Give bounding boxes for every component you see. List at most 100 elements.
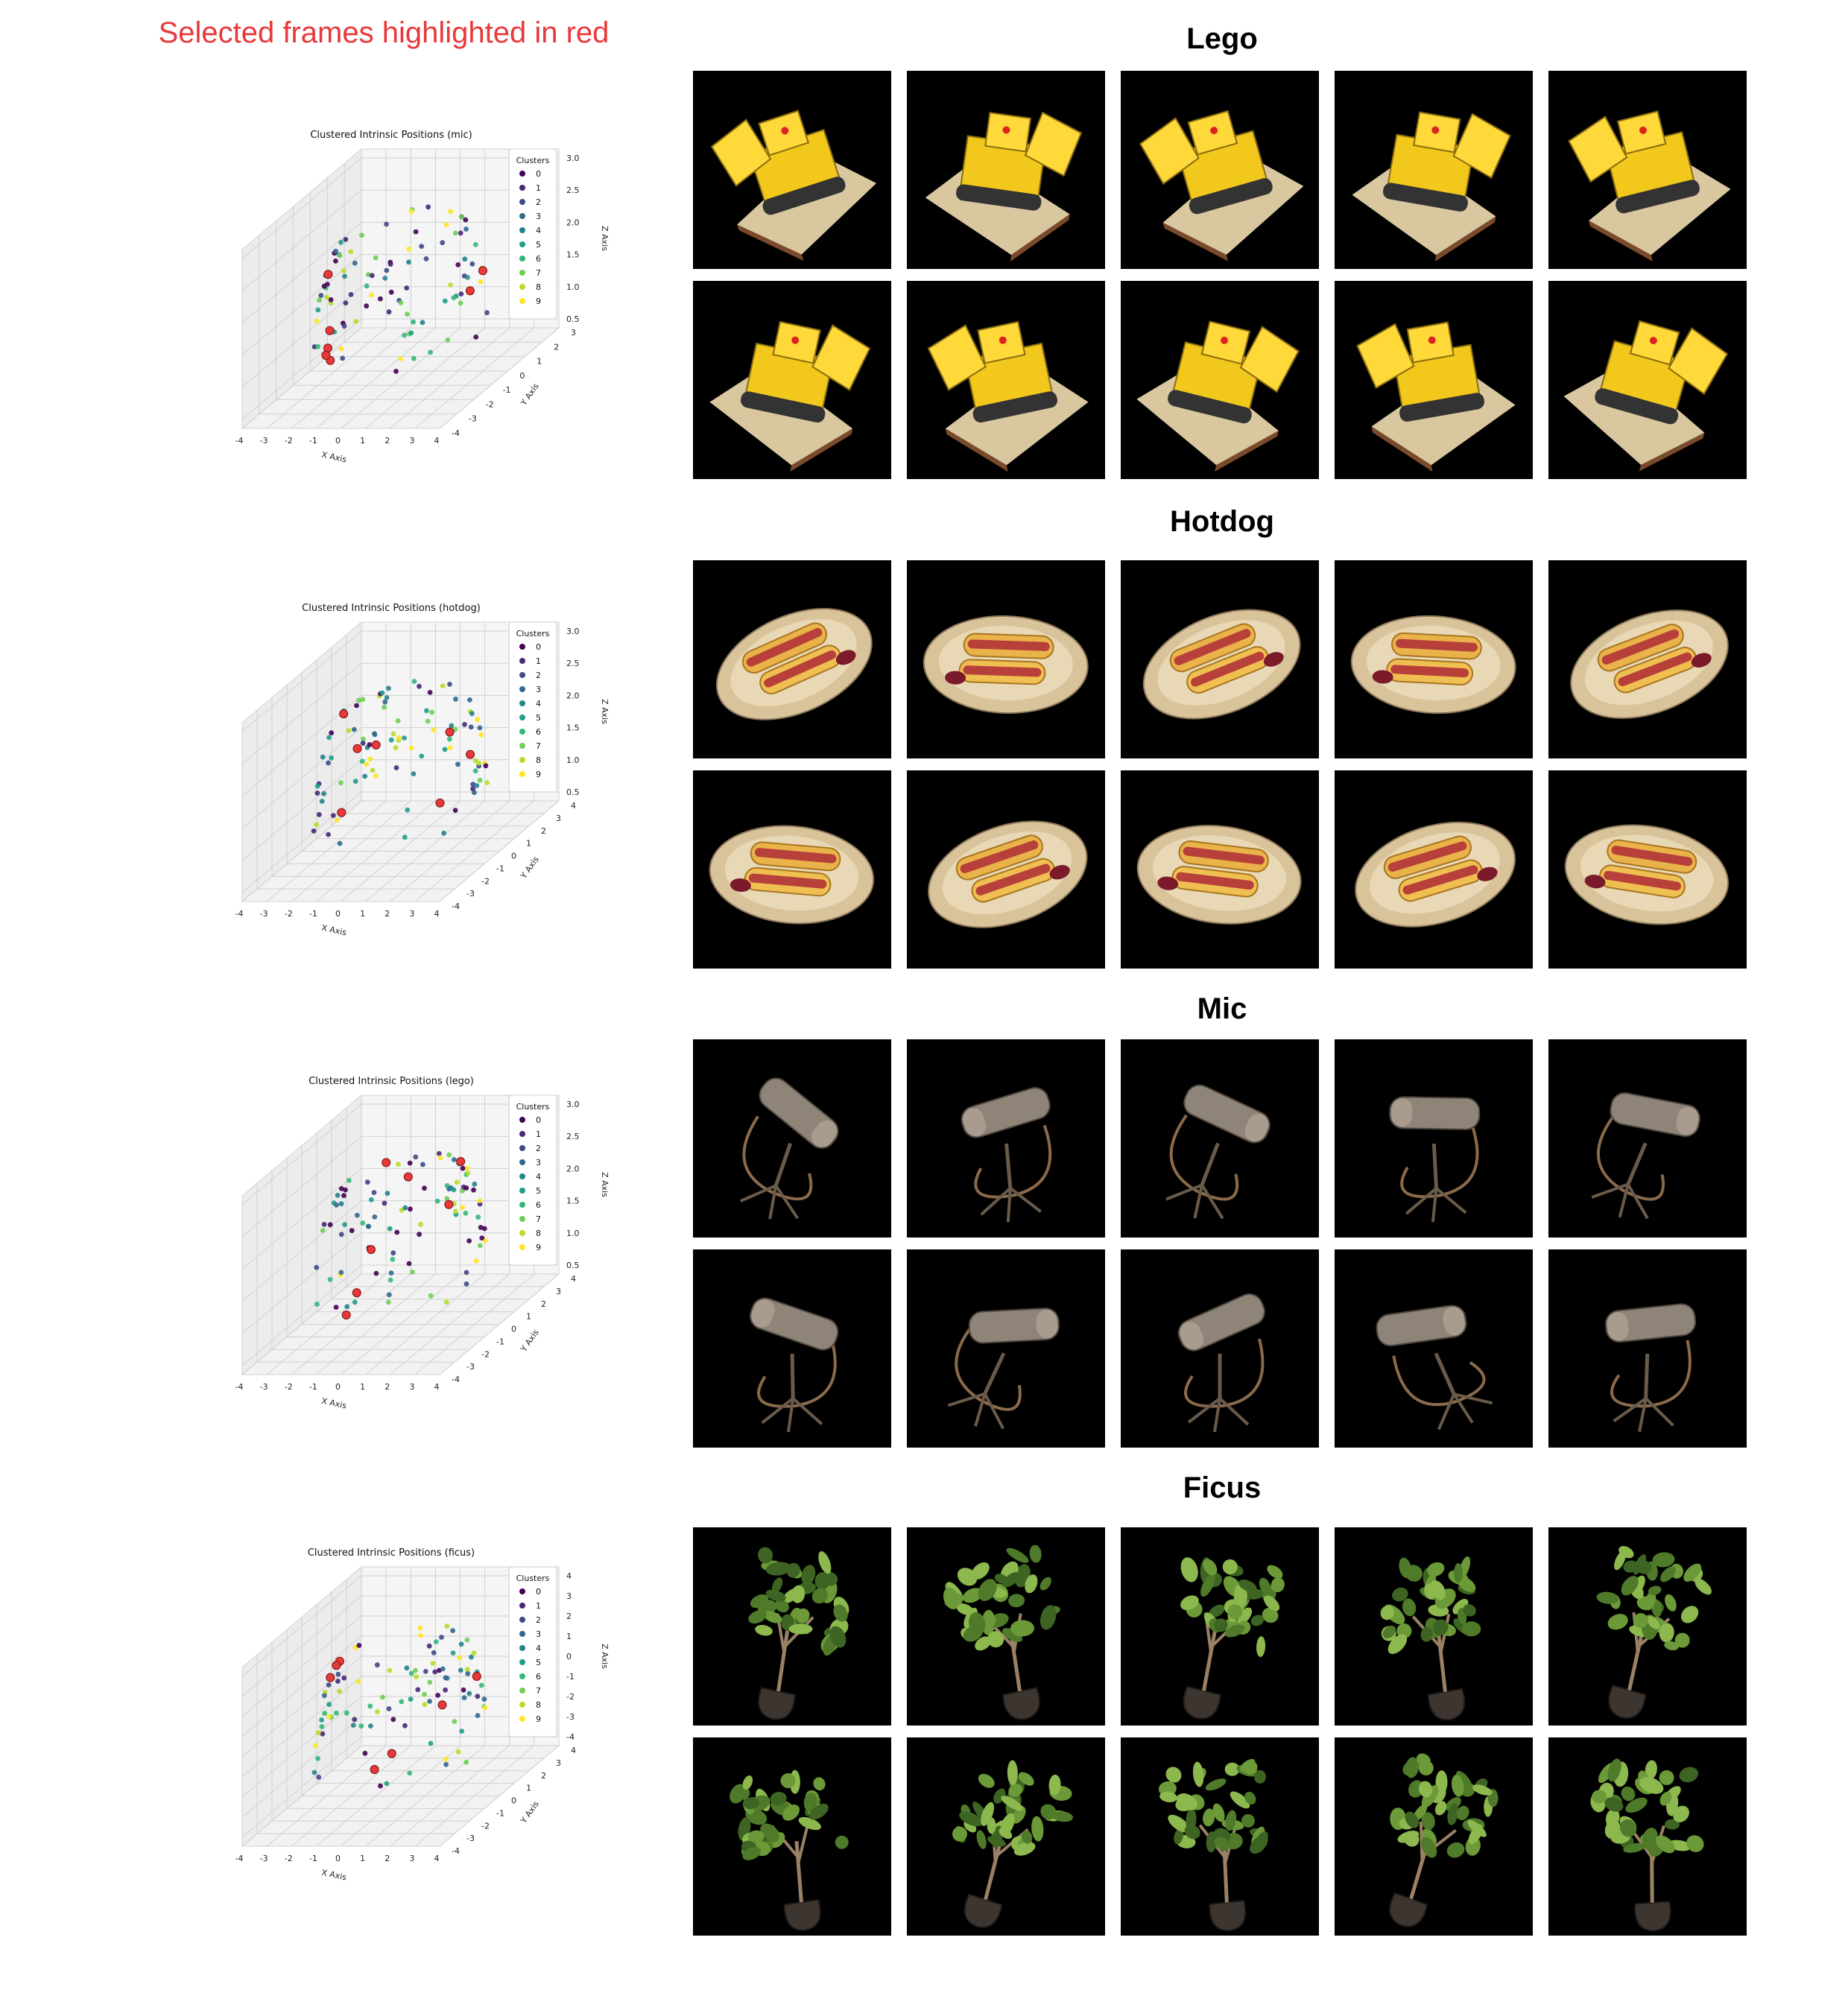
data-point bbox=[458, 230, 463, 236]
data-point bbox=[443, 1761, 449, 1767]
grid-ficus bbox=[693, 1527, 1751, 1936]
data-point bbox=[321, 283, 327, 289]
data-point bbox=[468, 724, 474, 730]
data-point bbox=[413, 229, 419, 235]
data-point bbox=[430, 1661, 436, 1666]
y-tick-label: 3 bbox=[571, 328, 576, 338]
data-point bbox=[406, 1261, 412, 1267]
data-point bbox=[393, 369, 399, 374]
legend-marker bbox=[519, 1588, 525, 1594]
data-point bbox=[317, 297, 322, 303]
data-point bbox=[321, 1693, 327, 1699]
legend-label: 5 bbox=[536, 1186, 541, 1196]
plot-title: Clustered Intrinsic Positions (hotdog) bbox=[302, 603, 481, 614]
data-point bbox=[469, 261, 475, 267]
selected-point bbox=[325, 326, 335, 335]
legend-label: 9 bbox=[536, 770, 541, 779]
data-point bbox=[382, 1200, 387, 1206]
data-point bbox=[455, 262, 461, 267]
z-tick-label: 1.0 bbox=[566, 755, 580, 765]
data-point bbox=[474, 783, 480, 788]
data-point bbox=[342, 273, 347, 279]
y-axis-label: Y Axis bbox=[519, 1328, 541, 1354]
data-point bbox=[460, 1205, 465, 1210]
data-point bbox=[407, 1160, 413, 1166]
data-point bbox=[484, 310, 490, 316]
data-point bbox=[404, 285, 410, 291]
data-point bbox=[321, 790, 326, 796]
x-tick-label: 1 bbox=[360, 909, 365, 919]
data-point bbox=[356, 1643, 362, 1648]
legend-label: 2 bbox=[536, 1144, 541, 1153]
plot-mic: -4 -3 -2 -1 0 1 2 3 4 -4 -3 -2 -1 0 1 2 3 0.5 1.0 1.5 2.0 2.5… bbox=[168, 123, 630, 570]
data-point bbox=[461, 1695, 467, 1701]
data-point bbox=[465, 1170, 471, 1176]
data-point bbox=[408, 1670, 414, 1676]
data-point bbox=[373, 773, 379, 779]
ficus-view-image bbox=[907, 1527, 1105, 1726]
data-point bbox=[315, 343, 320, 349]
legend-label: 4 bbox=[536, 1644, 541, 1653]
y-tick-label: -1 bbox=[496, 1337, 504, 1346]
y-tick-label: 2 bbox=[541, 1299, 546, 1309]
y-tick-label: 0 bbox=[519, 371, 525, 381]
legend-label: 2 bbox=[536, 197, 541, 207]
data-point bbox=[326, 735, 332, 741]
y-tick-label: 0 bbox=[511, 852, 516, 861]
data-point bbox=[384, 1781, 390, 1787]
plot-title: Clustered Intrinsic Positions (lego) bbox=[308, 1076, 474, 1087]
hotdog-view-image bbox=[907, 560, 1105, 758]
lego-view-image bbox=[1335, 71, 1533, 269]
data-point bbox=[462, 256, 468, 262]
x-tick-label: -2 bbox=[285, 1854, 293, 1863]
data-point bbox=[477, 1243, 483, 1249]
data-point bbox=[315, 307, 321, 313]
data-point bbox=[390, 731, 396, 737]
legend-marker bbox=[519, 1131, 525, 1137]
z-tick-label: 0 bbox=[566, 1652, 572, 1661]
legend-marker bbox=[519, 1688, 525, 1693]
z-tick-label: 2.5 bbox=[566, 1132, 580, 1141]
lego-view-image bbox=[907, 71, 1105, 269]
y-tick-label: 2 bbox=[541, 826, 546, 836]
data-point bbox=[390, 1250, 396, 1256]
data-point bbox=[457, 1655, 462, 1661]
selected-point bbox=[403, 1172, 413, 1182]
data-point bbox=[390, 1257, 396, 1262]
y-tick-label: -2 bbox=[481, 1821, 490, 1831]
data-point bbox=[407, 1770, 413, 1776]
x-tick-label: 3 bbox=[409, 1854, 414, 1863]
selected-point bbox=[466, 750, 475, 759]
legend-marker bbox=[519, 1673, 525, 1679]
legend-label: 8 bbox=[536, 1229, 541, 1238]
x-axis-label: X Axis bbox=[320, 450, 347, 465]
data-point bbox=[365, 1223, 371, 1229]
data-point bbox=[333, 1305, 339, 1310]
data-point bbox=[425, 204, 431, 210]
data-point bbox=[316, 1774, 322, 1780]
legend-label: 1 bbox=[536, 183, 541, 193]
legend-label: 4 bbox=[536, 226, 541, 235]
legend-marker bbox=[519, 771, 525, 777]
z-axis-label: Z Axis bbox=[600, 1172, 610, 1197]
selected-point bbox=[444, 1200, 454, 1209]
hotdog-view-image bbox=[907, 770, 1105, 969]
data-point bbox=[423, 256, 429, 262]
data-point bbox=[418, 1221, 423, 1227]
data-point bbox=[443, 1299, 449, 1305]
legend-label: 0 bbox=[536, 169, 541, 179]
data-point bbox=[315, 1730, 321, 1735]
mic-view-image bbox=[1335, 1039, 1533, 1238]
x-tick-label: -1 bbox=[309, 436, 317, 446]
x-tick-label: -4 bbox=[235, 1854, 244, 1863]
x-tick-label: -3 bbox=[260, 909, 268, 919]
data-point bbox=[368, 1723, 373, 1728]
x-tick-label: 4 bbox=[434, 1854, 440, 1863]
y-tick-label: 1 bbox=[537, 357, 542, 367]
data-point bbox=[405, 311, 410, 317]
data-point bbox=[314, 822, 320, 828]
x-axis-label: X Axis bbox=[320, 1868, 347, 1883]
selected-point bbox=[352, 744, 362, 753]
ficus-view-image bbox=[1335, 1527, 1533, 1726]
ficus-view-image bbox=[1548, 1737, 1747, 1936]
